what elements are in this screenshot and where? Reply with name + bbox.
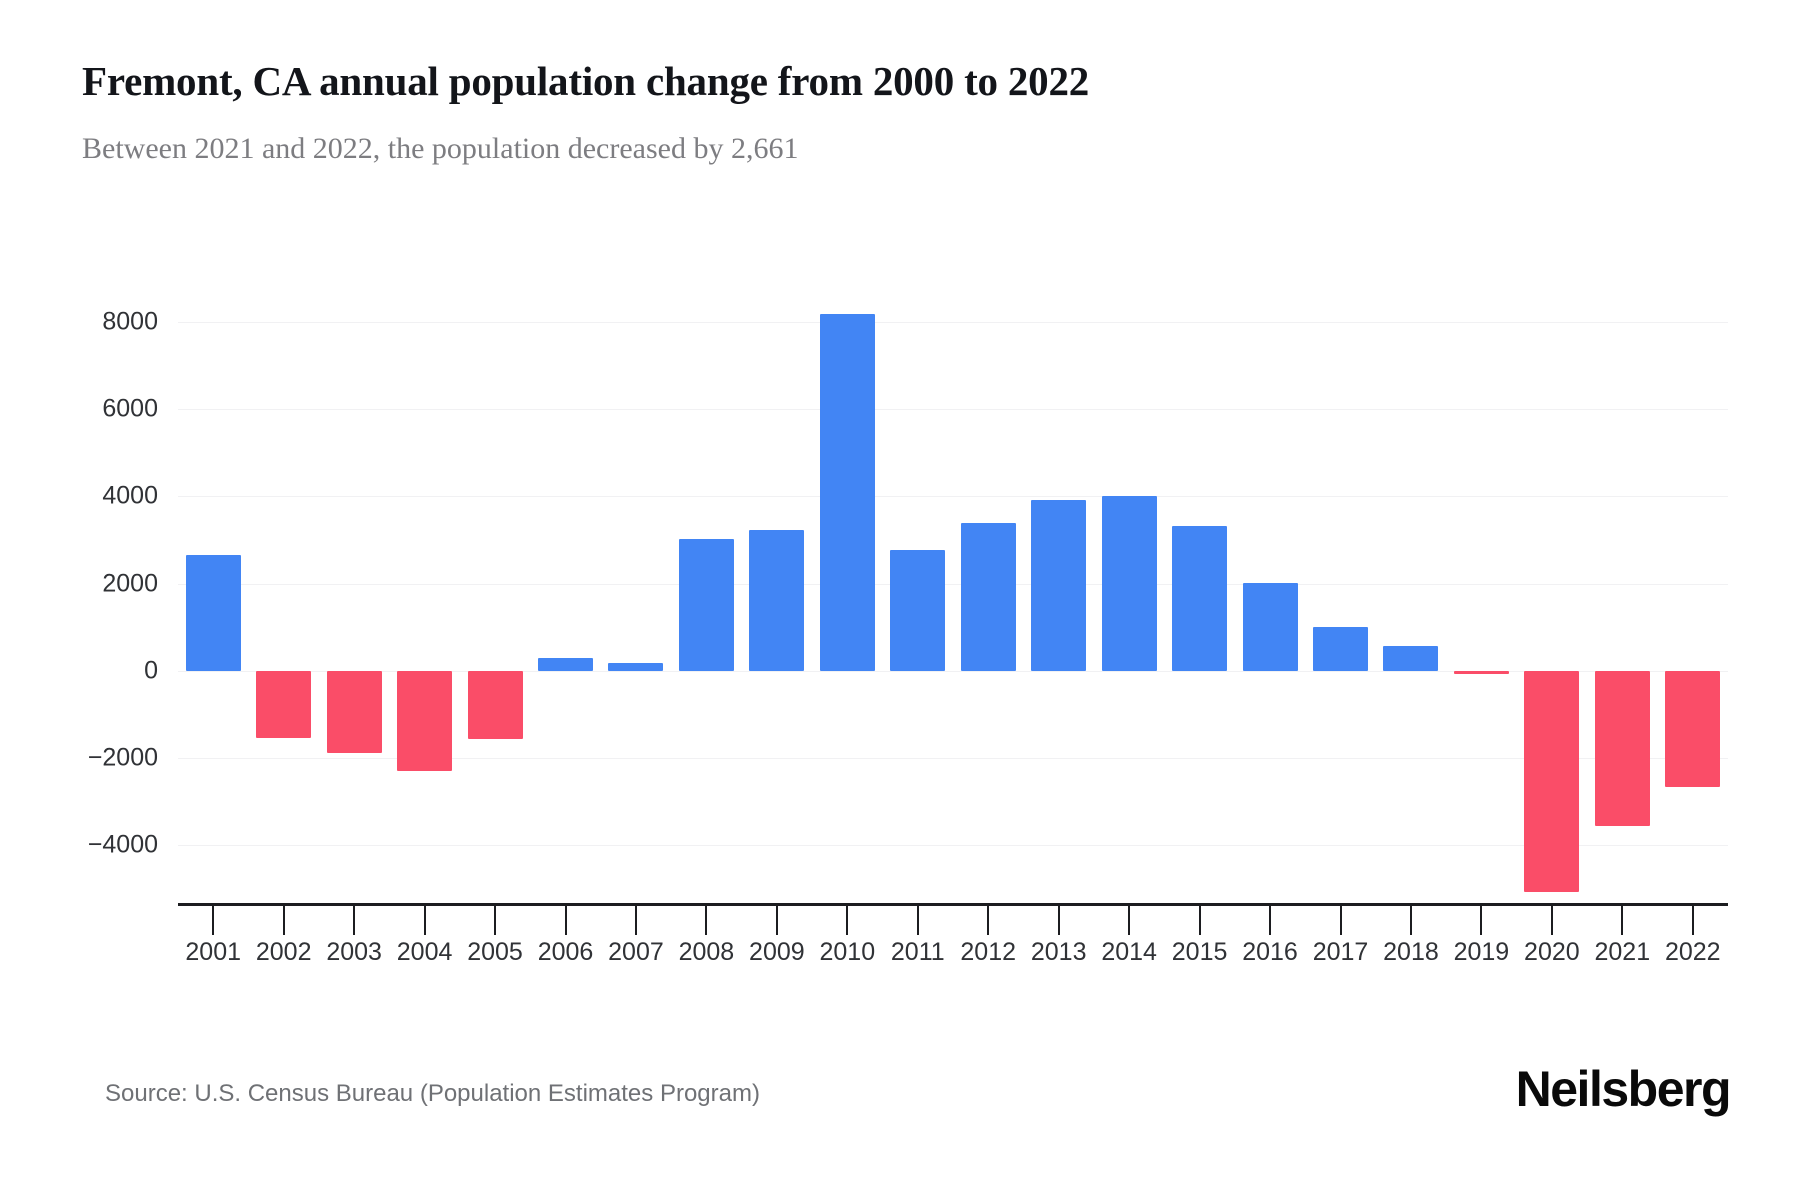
x-axis-tick: [1621, 905, 1624, 935]
gridline: [178, 670, 1728, 672]
page-title: Fremont, CA annual population change fro…: [82, 58, 1090, 104]
bar-series: [178, 296, 1728, 906]
bar-2002[interactable]: [256, 670, 312, 739]
bar-2007[interactable]: [608, 662, 664, 671]
x-axis-tick: [1339, 905, 1342, 935]
bar-2006[interactable]: [538, 657, 593, 671]
x-axis-tick: [423, 905, 426, 935]
x-axis-tick-label: 2012: [960, 938, 1017, 966]
x-axis-tick: [846, 905, 849, 935]
x-axis-tick: [1409, 905, 1412, 935]
bar-2009[interactable]: [749, 529, 805, 671]
x-axis-tick: [1198, 905, 1201, 935]
x-axis-tick: [775, 905, 778, 935]
bar-2021[interactable]: [1594, 670, 1650, 827]
x-axis-tick-label: 2011: [890, 938, 945, 966]
x-axis-tick: [282, 905, 285, 935]
gridline: [178, 757, 1728, 759]
x-axis-tick: [564, 905, 567, 935]
x-axis-tick: [1480, 905, 1483, 935]
bar-2012[interactable]: [960, 523, 1016, 671]
x-axis-tick-label: 2019: [1453, 938, 1510, 966]
bar-2019[interactable]: [1453, 670, 1509, 674]
x-axis-tick-label: 2016: [1242, 938, 1298, 966]
x-axis-tick: [1128, 905, 1131, 935]
x-axis-tick: [1057, 905, 1060, 935]
y-axis-tick-label: −4000: [87, 830, 158, 859]
bar-2015[interactable]: [1172, 525, 1228, 671]
x-axis-tick-label: 2018: [1383, 938, 1439, 966]
x-axis-tick-label: 2010: [819, 938, 876, 966]
gridline: [178, 322, 1728, 324]
x-axis-tick-label: 2007: [608, 938, 664, 966]
x-axis-tick-label: 2004: [396, 938, 453, 966]
y-axis-tick-label: 4000: [102, 481, 158, 510]
x-axis-tick-label: 2014: [1101, 938, 1157, 966]
x-axis-tick-label: 2008: [678, 938, 735, 966]
x-axis-tick: [705, 905, 708, 935]
bar-2017[interactable]: [1313, 626, 1368, 671]
gridline: [178, 583, 1728, 585]
bar-2004[interactable]: [397, 670, 453, 771]
x-axis-tick-label: 2017: [1312, 938, 1369, 966]
y-axis-tick-label: 8000: [102, 307, 158, 336]
brand-logo: Neilsberg: [1515, 1061, 1732, 1117]
x-axis-tick-label: 2003: [326, 938, 382, 966]
bar-2016[interactable]: [1242, 583, 1298, 671]
x-axis-line: [178, 903, 1728, 906]
y-axis-tick-label: 6000: [102, 394, 158, 423]
bar-2005[interactable]: [467, 670, 523, 739]
bar-2011[interactable]: [890, 550, 946, 671]
bar-2020[interactable]: [1524, 670, 1580, 893]
x-axis-tick-label: 2013: [1030, 938, 1087, 966]
x-axis-tick: [1269, 905, 1272, 935]
bar-2013[interactable]: [1031, 500, 1087, 671]
source-note: Source: U.S. Census Bureau (Population E…: [105, 1080, 760, 1107]
gridline: [178, 845, 1728, 846]
x-axis-tick: [212, 905, 215, 935]
bar-2014[interactable]: [1101, 495, 1157, 671]
bar-2010[interactable]: [819, 314, 875, 671]
plot-area: [178, 296, 1728, 906]
x-axis-tick-label: 2002: [255, 938, 312, 966]
x-axis-tick: [1691, 905, 1694, 935]
bar-2022[interactable]: [1665, 670, 1721, 787]
bar-2001[interactable]: [185, 555, 241, 671]
x-axis-tick-label: 2021: [1594, 938, 1651, 966]
x-axis-tick: [1550, 905, 1553, 935]
y-axis-tick-label: 2000: [102, 569, 158, 598]
x-axis-tick-label: 2006: [537, 938, 594, 966]
x-axis-tick: [353, 905, 356, 935]
x-axis-tick-label: 2020: [1524, 938, 1580, 966]
page-subtitle: Between 2021 and 2022, the population de…: [82, 132, 799, 165]
bar-2008[interactable]: [678, 538, 734, 671]
x-axis-tick-label: 2009: [749, 938, 805, 966]
x-axis-tick-label: 2001: [185, 938, 242, 966]
x-axis-tick: [987, 905, 990, 935]
x-axis-tick-label: 2005: [467, 938, 523, 966]
gridline: [178, 409, 1728, 411]
x-axis-tick: [634, 905, 637, 935]
x-axis-tick: [916, 905, 919, 935]
x-axis-tick-label: 2022: [1664, 938, 1721, 966]
y-axis-tick-label: 0: [144, 656, 158, 685]
bar-2003[interactable]: [326, 670, 382, 753]
bar-2018[interactable]: [1383, 646, 1439, 671]
x-axis-tick-label: 2015: [1171, 938, 1228, 966]
y-axis-tick-label: −2000: [87, 743, 158, 772]
x-axis-tick: [494, 905, 497, 935]
gridline: [178, 496, 1728, 498]
